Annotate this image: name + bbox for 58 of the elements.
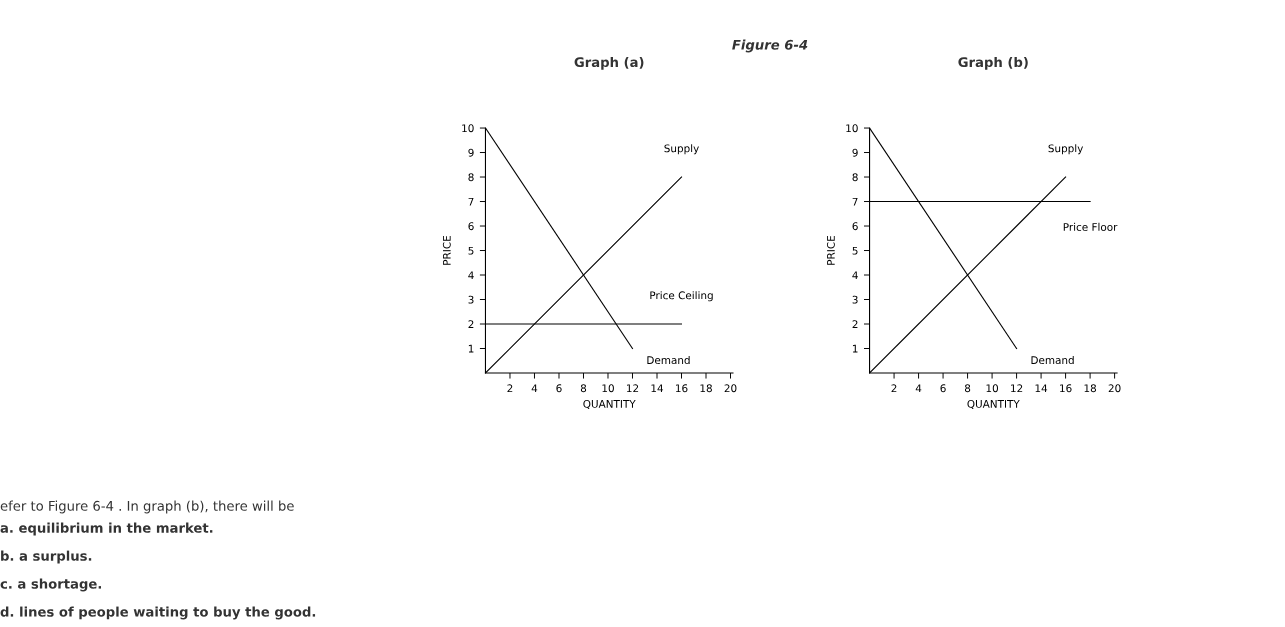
y-tick-label: 8 [852,173,858,182]
x-tick-label: 12 [1011,384,1023,393]
x-tick-label: 10 [986,384,999,393]
caption: Figure 6-4 [732,39,808,53]
text: Price Ceiling [650,291,713,302]
x-tick-label: 6 [940,384,946,393]
y-tick-label: 8 [468,173,474,182]
chart-title: Graph (b) [958,56,1028,70]
x-tick-label: 18 [700,384,712,393]
text: Price Floor [1063,222,1118,231]
y-tick-label: 4 [852,271,858,279]
y-tick-label: 6 [468,222,474,231]
x-tick-label: 8 [580,384,587,393]
x-tick-label: 20 [724,384,737,393]
x-tick-label: 16 [676,384,688,393]
y-tick-label: 2 [468,320,474,328]
x-tick-label: 6 [556,384,562,393]
x-tick-label: 16 [1060,384,1072,393]
x-tick-label: 20 [1108,384,1121,393]
text: Supply [1048,144,1084,155]
text: c. a shortage. [0,578,102,592]
y-tick-label: 7 [852,197,858,206]
y-tick-label: 6 [852,222,858,231]
y-tick-label: 7 [468,197,474,206]
y-tick-label: 9 [852,148,858,157]
y-tick-label: 3 [852,295,858,304]
series-label: Demand [1031,355,1074,365]
x-tick-label: 4 [531,384,538,393]
y-tick-label: 5 [468,246,474,255]
chart-title: Graph (a) [574,56,644,70]
y-axis-title: PRICE [442,235,451,265]
text: Supply [664,144,699,155]
y-tick-label: 4 [468,271,474,279]
text: a. equilibrium in the market. [0,522,213,536]
y-tick-label: 1 [852,344,858,353]
y-tick-label: 9 [468,148,474,157]
y-tick-label: 2 [852,320,858,328]
series-label: Demand [647,355,690,365]
x-tick-label: 18 [1084,384,1097,393]
x-tick-label: 8 [964,384,971,393]
y-axis-title: PRICE [826,235,835,265]
x-tick-label: 14 [651,384,664,393]
y-tick-label: 1 [468,344,474,353]
x-tick-label: 10 [602,384,614,393]
x-tick-label: 2 [891,384,897,393]
x-tick-label: 12 [627,384,639,393]
y-tick-label: 5 [852,246,858,255]
text: efer to Figure 6-4 . In graph (b), there will be [0,500,294,514]
x-tick-label: 4 [915,384,922,393]
y-tick-label: 10 [846,124,858,133]
x-tick-label: 2 [507,384,513,393]
x-tick-label: 14 [1035,384,1048,393]
y-tick-label: 10 [462,124,474,133]
y-tick-label: 3 [468,295,474,304]
text: b. a surplus. [1,550,92,564]
text: d. lines of people waiting to buy the good. [0,606,316,620]
x-axis-title: QUANTITY [583,399,636,410]
x-axis-title: QUANTITY [967,399,1020,410]
